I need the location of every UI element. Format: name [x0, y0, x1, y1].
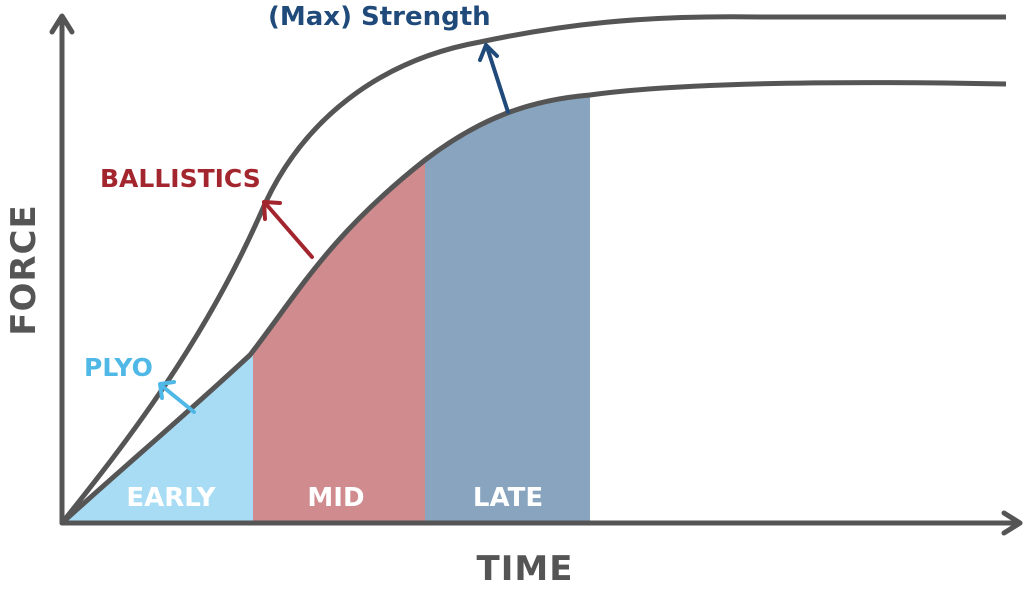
axes: [49, 13, 1023, 536]
annotation-plyo: PLYO: [84, 353, 153, 382]
x-axis-arrowhead-icon: [1001, 510, 1023, 536]
annotation-ballistics: BALLISTICS: [100, 164, 261, 193]
y-axis-arrowhead-icon: [49, 13, 75, 35]
phase-label-late: LATE: [473, 483, 543, 513]
phase-mid-region: [253, 95, 425, 523]
phase-label-early: EARLY: [126, 483, 216, 513]
strength-arrow-icon: [478, 43, 510, 114]
phase-label-mid: MID: [307, 483, 364, 513]
baseline-force-curve: [60, 80, 1007, 525]
y-axis-title: FORCE: [4, 204, 44, 336]
phase-late-region: [425, 95, 590, 523]
annotation-max-strength: (Max) Strength: [268, 2, 491, 32]
improved-force-curve: [60, 14, 1006, 525]
ballistics-arrow-icon: [262, 200, 314, 259]
plyo-arrow-icon: [158, 380, 196, 414]
x-axis-title: TIME: [477, 549, 574, 589]
